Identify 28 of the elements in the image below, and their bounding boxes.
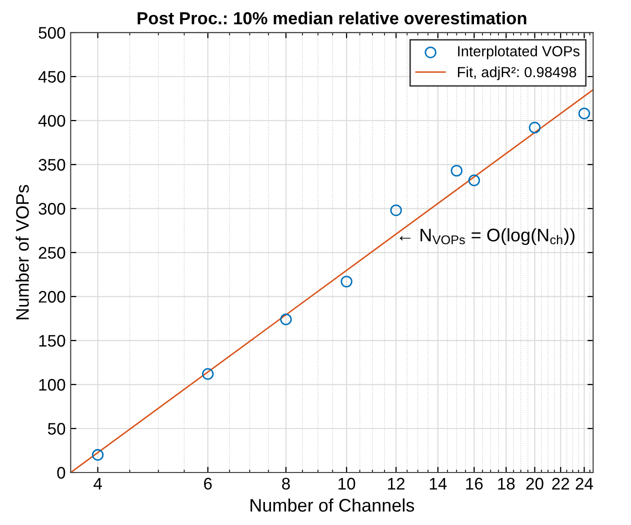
y-tick-label: 300 (38, 202, 66, 215)
x-axis-title: Number of Channels (250, 498, 414, 512)
y-tick-label: 350 (38, 158, 66, 171)
x-tick-label: 22 (552, 478, 570, 490)
x-tick-label: 24 (576, 478, 594, 490)
y-tick-label: 50 (48, 422, 66, 435)
x-tick-label: 6 (204, 478, 212, 490)
x-tick-label: 14 (430, 478, 447, 490)
y-tick-label: 200 (38, 290, 66, 303)
x-tick-label: 16 (466, 478, 483, 490)
x-tick-label: 8 (282, 478, 290, 490)
annotation: ← N$_{VOPs}$ = O(log(N$_{ch}$)) (400, 228, 574, 246)
y-tick-label: 250 (38, 246, 66, 259)
x-tick-label: 4 (94, 478, 102, 490)
y-tick-label: 0 (57, 466, 66, 479)
y-tick-label: 500 (38, 26, 66, 39)
y-tick-label: 400 (38, 114, 66, 127)
y-tick-label: 450 (38, 70, 66, 83)
y-tick-label: 100 (39, 378, 66, 391)
x-tick-label: 18 (498, 478, 515, 490)
legend-label: Fit, adjR²: 0.98498 (458, 66, 576, 80)
legend-label: Interplotated VOPs (458, 46, 580, 60)
chart-title: Post Proc.: 10% median relative overestimation (138, 12, 526, 24)
x-tick-label: 12 (388, 478, 404, 490)
y-tick-label: 150 (39, 334, 66, 347)
y-axis-title: Number of VOPs (16, 184, 29, 320)
x-tick-label: 10 (338, 478, 356, 490)
x-tick-label: 20 (526, 478, 544, 490)
